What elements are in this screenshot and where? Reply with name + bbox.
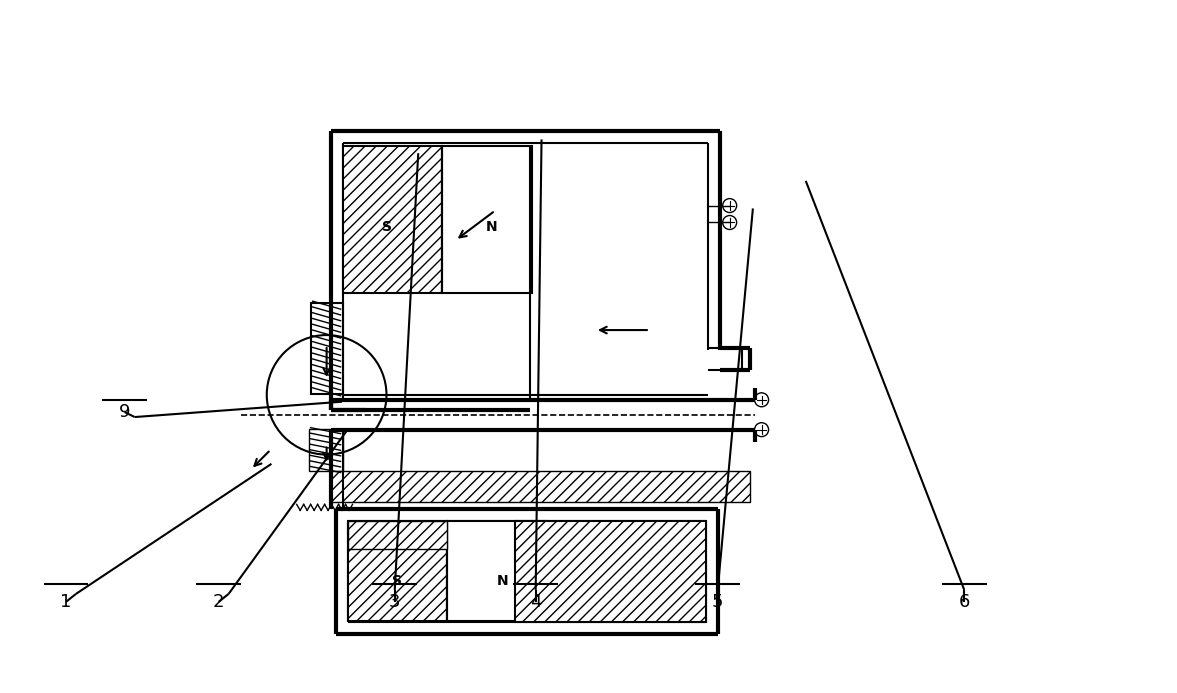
Text: S: S	[392, 574, 403, 588]
Bar	[347, 521, 447, 621]
Bar	[347, 521, 447, 549]
Text: 9: 9	[119, 403, 131, 421]
Text: S: S	[383, 220, 392, 234]
Bar	[311, 303, 343, 394]
Text: 5: 5	[712, 593, 724, 611]
Text: 1: 1	[60, 593, 72, 611]
Text: 3: 3	[390, 593, 400, 611]
Bar	[308, 429, 343, 471]
Bar	[516, 521, 706, 622]
Bar	[331, 471, 750, 502]
Bar	[443, 146, 532, 293]
Bar	[447, 521, 547, 621]
Text: N: N	[486, 220, 498, 234]
Text: N: N	[497, 574, 508, 588]
Text: 4: 4	[530, 593, 541, 611]
Bar	[343, 146, 443, 293]
Text: 6: 6	[958, 593, 970, 611]
Text: 2: 2	[213, 593, 225, 611]
